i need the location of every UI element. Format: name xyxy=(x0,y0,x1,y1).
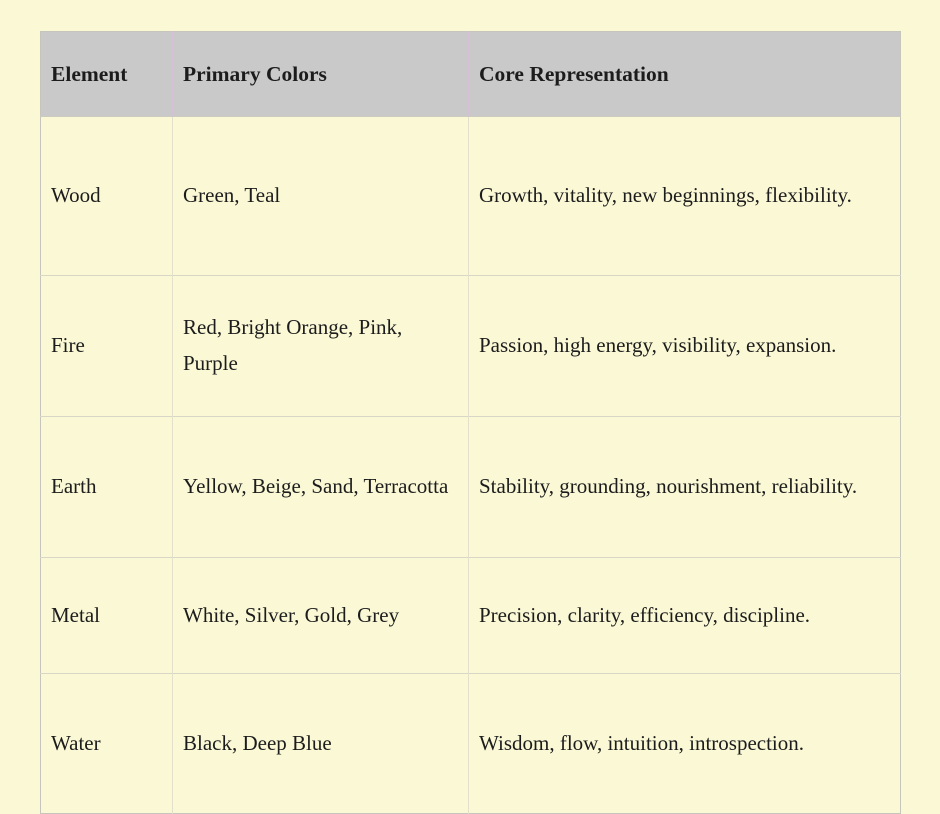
table-row-wood: Wood Green, Teal Growth, vitality, new b… xyxy=(40,116,901,276)
elements-table-container: Element Primary Colors Core Representati… xyxy=(40,31,901,814)
table-row-metal: Metal White, Silver, Gold, Grey Precisio… xyxy=(40,557,901,674)
cell-element: Earth xyxy=(40,416,173,558)
cell-core-representation: Growth, vitality, new beginnings, flexib… xyxy=(468,116,901,276)
table-row-water: Water Black, Deep Blue Wisdom, flow, int… xyxy=(40,673,901,814)
table-body: Wood Green, Teal Growth, vitality, new b… xyxy=(40,116,901,814)
cell-element: Metal xyxy=(40,557,173,674)
page: { "page": { "background_color": "#FAF8D5… xyxy=(40,31,901,814)
table-row-earth: Earth Yellow, Beige, Sand, Terracotta St… xyxy=(40,416,901,558)
cell-element: Wood xyxy=(40,116,173,276)
cell-core-representation: Wisdom, flow, intuition, introspection. xyxy=(468,673,901,814)
table-header: Element Primary Colors Core Representati… xyxy=(40,31,901,117)
column-header-element: Element xyxy=(40,31,173,117)
cell-primary-colors: Yellow, Beige, Sand, Terracotta xyxy=(172,416,469,558)
elements-table: Element Primary Colors Core Representati… xyxy=(40,31,901,814)
cell-primary-colors: Green, Teal xyxy=(172,116,469,276)
cell-primary-colors: White, Silver, Gold, Grey xyxy=(172,557,469,674)
column-header-primary-colors: Primary Colors xyxy=(172,31,469,117)
column-header-core-representation: Core Representation xyxy=(468,31,901,117)
cell-element: Fire xyxy=(40,275,173,417)
cell-element: Water xyxy=(40,673,173,814)
cell-core-representation: Passion, high energy, visibility, expans… xyxy=(468,275,901,417)
cell-core-representation: Precision, clarity, efficiency, discipli… xyxy=(468,557,901,674)
cell-primary-colors: Black, Deep Blue xyxy=(172,673,469,814)
cell-core-representation: Stability, grounding, nourishment, relia… xyxy=(468,416,901,558)
header-row: Element Primary Colors Core Representati… xyxy=(40,31,901,117)
table-row-fire: Fire Red, Bright Orange, Pink, Purple Pa… xyxy=(40,275,901,417)
cell-primary-colors: Red, Bright Orange, Pink, Purple xyxy=(172,275,469,417)
